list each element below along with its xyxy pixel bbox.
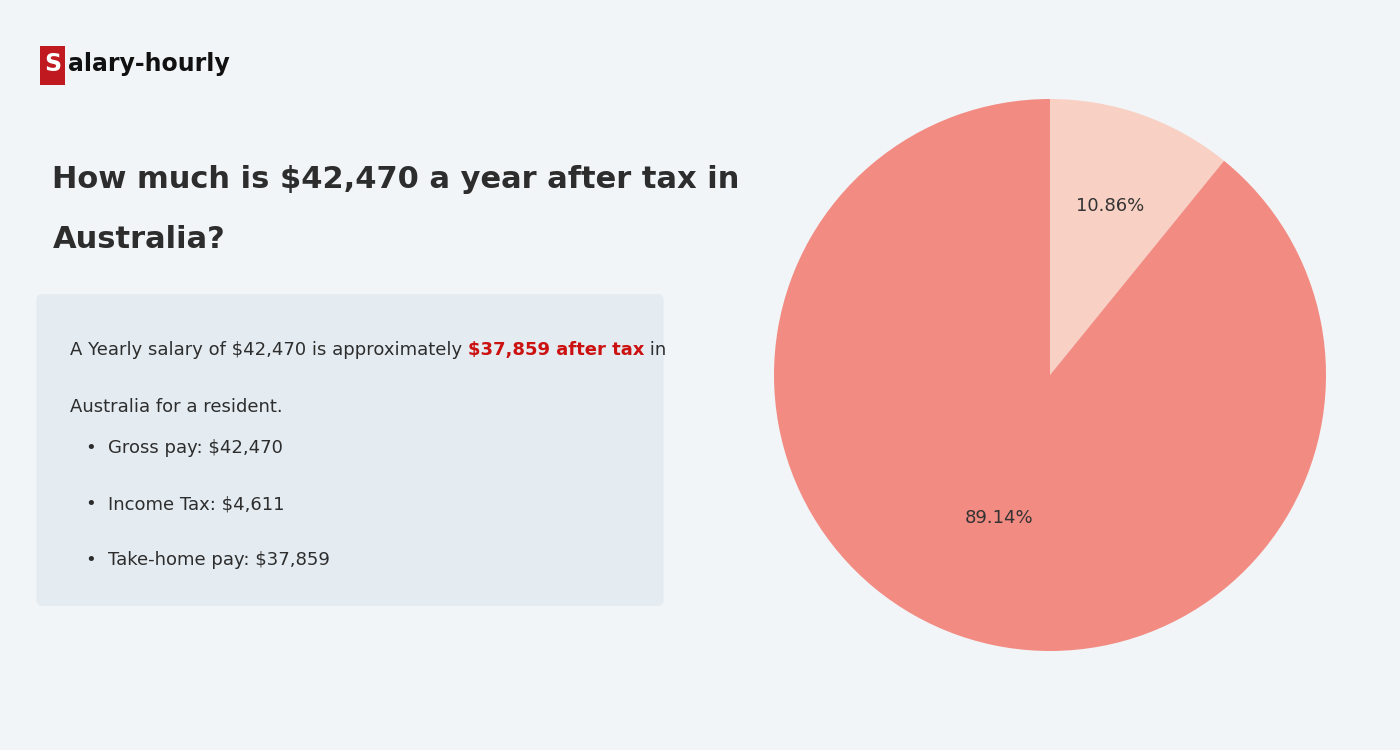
- Wedge shape: [774, 99, 1326, 651]
- FancyBboxPatch shape: [36, 294, 664, 606]
- Text: $37,859 after tax: $37,859 after tax: [468, 341, 644, 359]
- Text: in: in: [644, 341, 666, 359]
- Text: Gross pay: $42,470: Gross pay: $42,470: [109, 439, 283, 457]
- Text: Take-home pay: $37,859: Take-home pay: $37,859: [109, 551, 330, 569]
- Text: •: •: [85, 551, 97, 569]
- Text: 89.14%: 89.14%: [965, 509, 1033, 527]
- Text: •: •: [85, 495, 97, 513]
- Text: Income Tax: $4,611: Income Tax: $4,611: [109, 495, 286, 513]
- Text: How much is $42,470 a year after tax in: How much is $42,470 a year after tax in: [53, 165, 739, 194]
- Text: S: S: [43, 52, 62, 76]
- Text: •: •: [85, 439, 97, 457]
- Text: A Yearly salary of $42,470 is approximately: A Yearly salary of $42,470 is approximat…: [70, 341, 468, 359]
- Text: Australia for a resident.: Australia for a resident.: [70, 398, 283, 416]
- Text: Australia?: Australia?: [53, 225, 225, 254]
- Text: alary-hourly: alary-hourly: [67, 52, 230, 76]
- Text: 10.86%: 10.86%: [1077, 197, 1144, 215]
- FancyBboxPatch shape: [39, 46, 64, 85]
- Wedge shape: [1050, 99, 1224, 375]
